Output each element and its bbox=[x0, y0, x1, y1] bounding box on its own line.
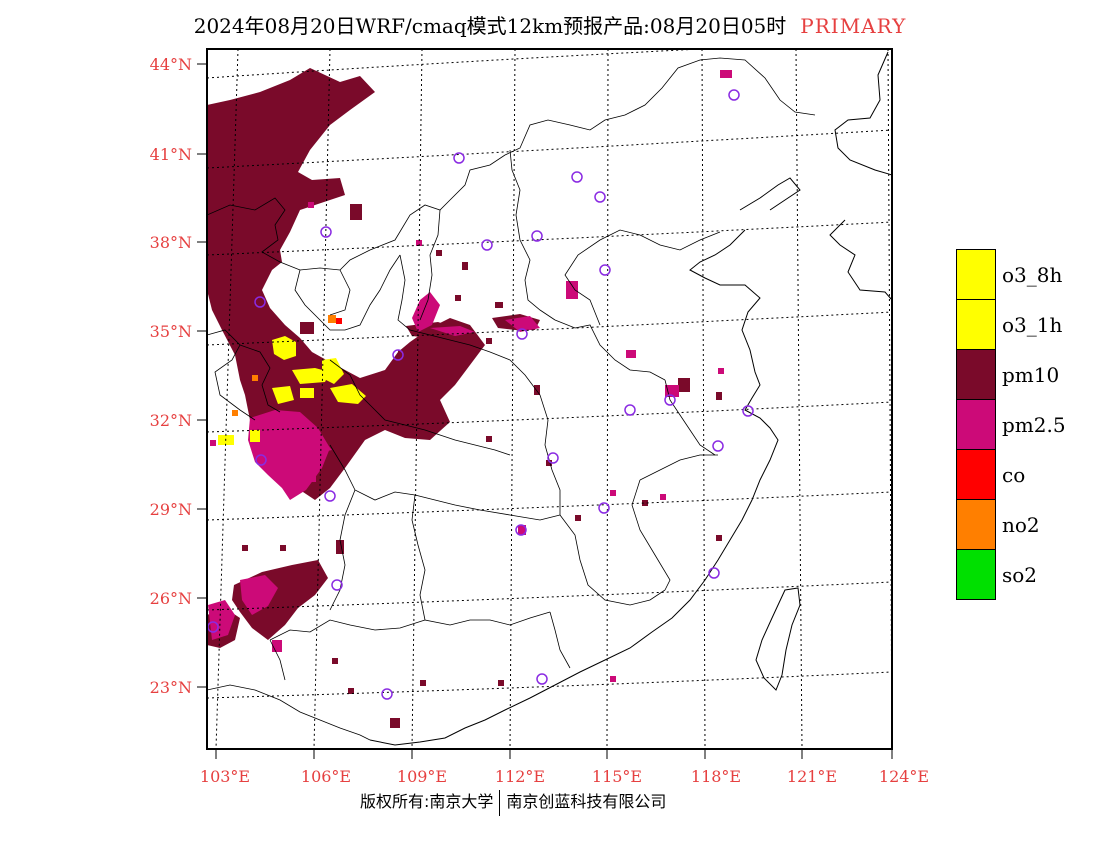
title-text: 2024年08月20日WRF/cmaq模式12km预报产品:08月20日05时 bbox=[193, 14, 787, 38]
legend-label: so2 bbox=[1002, 563, 1038, 587]
no2-region bbox=[232, 315, 336, 416]
lon-label: 118°E bbox=[691, 767, 741, 786]
primary-tag: PRIMARY bbox=[800, 14, 907, 38]
legend-swatch bbox=[956, 299, 996, 350]
lon-labels: 103°E 106°E 109°E 112°E 115°E 118°E 121°… bbox=[200, 767, 929, 786]
map-content bbox=[207, 49, 892, 749]
lat-label: 23°N bbox=[150, 678, 192, 697]
lat-label: 41°N bbox=[150, 145, 192, 164]
legend-label: o3_8h bbox=[1002, 263, 1063, 287]
legend-label: pm10 bbox=[1002, 363, 1060, 387]
coastline bbox=[369, 51, 892, 746]
copyright-footer: 版权所有:南京大学 南京创蓝科技有限公司 bbox=[360, 788, 666, 816]
lat-label: 26°N bbox=[150, 589, 192, 608]
lat-label: 29°N bbox=[150, 500, 192, 519]
co-region bbox=[336, 318, 342, 324]
legend-swatch bbox=[956, 249, 996, 300]
legend-label: o3_1h bbox=[1002, 313, 1063, 337]
lat-label: 44°N bbox=[150, 55, 192, 74]
lon-label: 112°E bbox=[495, 767, 545, 786]
lon-label: 124°E bbox=[879, 767, 929, 786]
lon-label: 115°E bbox=[592, 767, 642, 786]
copyright-right: 南京创蓝科技有限公司 bbox=[506, 792, 667, 811]
legend-label: no2 bbox=[1002, 513, 1040, 537]
map-frame bbox=[206, 48, 893, 750]
lon-label: 103°E bbox=[200, 767, 250, 786]
axis-ticks bbox=[197, 63, 893, 759]
lat-label: 32°N bbox=[150, 411, 192, 430]
lat-labels: 44°N 41°N 38°N 35°N 32°N 29°N 26°N 23°N bbox=[150, 55, 192, 697]
legend-swatch bbox=[956, 349, 996, 400]
scattered-cells bbox=[210, 202, 724, 694]
station-markers bbox=[207, 89, 754, 700]
lon-label: 106°E bbox=[301, 767, 351, 786]
graticule bbox=[207, 49, 892, 749]
pm25-region bbox=[208, 70, 732, 640]
province-boundaries bbox=[207, 57, 816, 741]
legend-swatch bbox=[956, 399, 996, 450]
lat-label: 38°N bbox=[150, 233, 192, 252]
copyright-left: 版权所有:南京大学 bbox=[360, 792, 494, 811]
o3-region bbox=[218, 336, 366, 445]
legend-label: co bbox=[1002, 463, 1026, 487]
legend-swatch bbox=[956, 549, 996, 600]
lon-label: 121°E bbox=[787, 767, 837, 786]
lat-label: 35°N bbox=[150, 322, 192, 341]
legend-swatch bbox=[956, 499, 996, 550]
lon-label: 109°E bbox=[397, 767, 447, 786]
legend-swatch bbox=[956, 449, 996, 500]
map-title: 2024年08月20日WRF/cmaq模式12km预报产品:08月20日05时 P… bbox=[0, 10, 1100, 39]
footer-divider bbox=[499, 789, 501, 816]
legend-label: pm2.5 bbox=[1002, 413, 1066, 437]
